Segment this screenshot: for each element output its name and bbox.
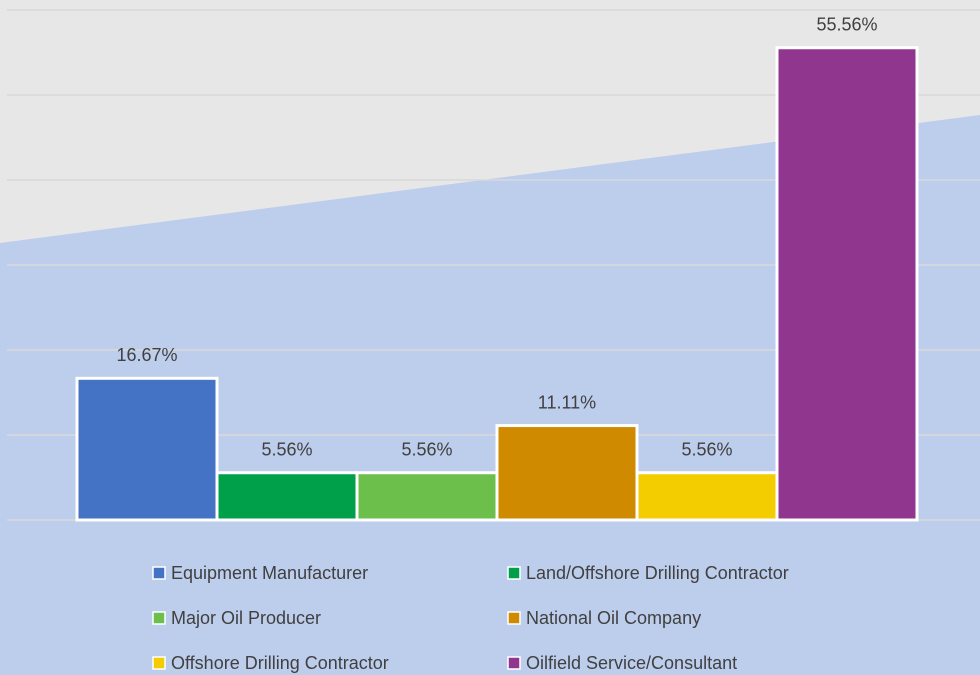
legend-label: Equipment Manufacturer xyxy=(171,563,368,583)
legend-swatch xyxy=(507,566,521,580)
legend-label: Land/Offshore Drilling Contractor xyxy=(526,563,789,583)
data-label: 5.56% xyxy=(681,439,732,459)
bar xyxy=(495,424,639,522)
data-label: 5.56% xyxy=(261,439,312,459)
legend-label: Offshore Drilling Contractor xyxy=(171,653,389,673)
bar xyxy=(635,471,779,522)
legend-swatch xyxy=(152,566,166,580)
bar xyxy=(775,46,919,522)
data-label: 16.67% xyxy=(116,345,177,365)
data-label: 5.56% xyxy=(401,439,452,459)
legend-swatch xyxy=(507,656,521,670)
bar xyxy=(75,376,219,522)
legend-label: National Oil Company xyxy=(526,608,701,628)
legend-swatch xyxy=(152,611,166,625)
data-label: 55.56% xyxy=(816,14,877,34)
background-shape xyxy=(0,115,980,675)
legend-swatch xyxy=(507,611,521,625)
bar xyxy=(215,471,359,522)
bar xyxy=(355,471,499,522)
legend-swatch xyxy=(152,656,166,670)
legend-label: Major Oil Producer xyxy=(171,608,321,628)
legend-label: Oilfield Service/Consultant xyxy=(526,653,737,673)
data-label: 11.11% xyxy=(538,392,596,412)
